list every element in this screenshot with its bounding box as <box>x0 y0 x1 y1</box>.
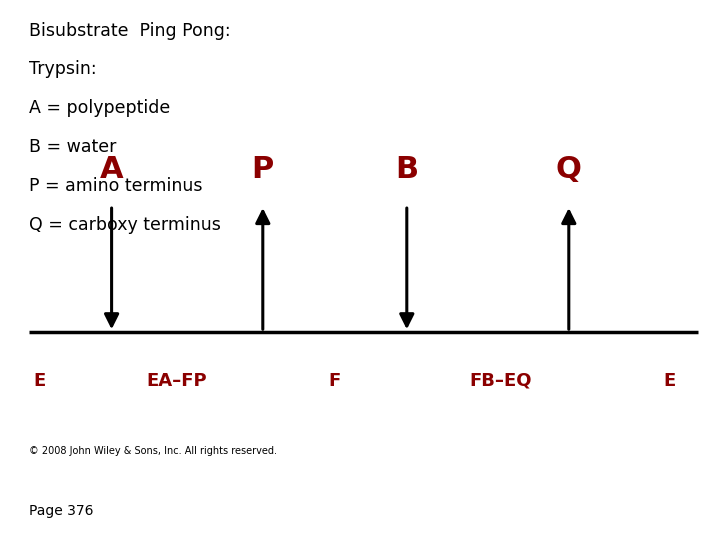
Text: B: B <box>395 154 418 184</box>
Text: F: F <box>328 372 341 390</box>
Text: B = water: B = water <box>29 138 116 156</box>
Text: P = amino terminus: P = amino terminus <box>29 177 202 195</box>
Text: Q = carboxy terminus: Q = carboxy terminus <box>29 216 220 234</box>
Text: FB–EQ: FB–EQ <box>469 372 531 390</box>
Text: Trypsin:: Trypsin: <box>29 60 96 78</box>
Text: Q: Q <box>556 154 582 184</box>
Text: EA–FP: EA–FP <box>146 372 207 390</box>
Text: © 2008 John Wiley & Sons, Inc. All rights reserved.: © 2008 John Wiley & Sons, Inc. All right… <box>29 446 276 456</box>
Text: A = polypeptide: A = polypeptide <box>29 99 170 117</box>
Text: Bisubstrate  Ping Pong:: Bisubstrate Ping Pong: <box>29 22 230 39</box>
Text: E: E <box>33 372 46 390</box>
Text: P: P <box>252 154 274 184</box>
Text: Page 376: Page 376 <box>29 504 94 518</box>
Text: A: A <box>100 154 123 184</box>
Text: E: E <box>663 372 676 390</box>
